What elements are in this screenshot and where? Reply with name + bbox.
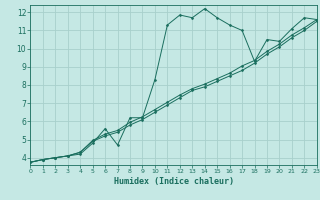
X-axis label: Humidex (Indice chaleur): Humidex (Indice chaleur) (114, 177, 234, 186)
